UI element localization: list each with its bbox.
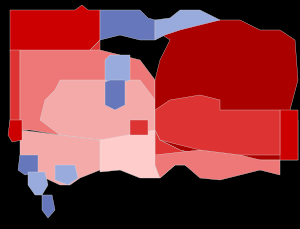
Polygon shape [155, 150, 280, 180]
Polygon shape [10, 40, 100, 85]
Polygon shape [280, 110, 298, 160]
Polygon shape [155, 20, 298, 160]
Polygon shape [100, 10, 155, 40]
Polygon shape [105, 80, 125, 110]
Polygon shape [40, 80, 155, 140]
Polygon shape [10, 5, 100, 65]
Polygon shape [20, 130, 100, 185]
Polygon shape [155, 10, 220, 40]
Polygon shape [42, 195, 55, 218]
Polygon shape [100, 130, 160, 178]
Polygon shape [18, 155, 38, 175]
Polygon shape [155, 130, 220, 178]
Polygon shape [10, 50, 20, 130]
Polygon shape [155, 95, 280, 155]
Polygon shape [8, 120, 22, 142]
Polygon shape [105, 55, 130, 85]
Polygon shape [28, 172, 48, 195]
Polygon shape [20, 50, 155, 140]
Polygon shape [130, 120, 148, 135]
Polygon shape [55, 165, 78, 185]
